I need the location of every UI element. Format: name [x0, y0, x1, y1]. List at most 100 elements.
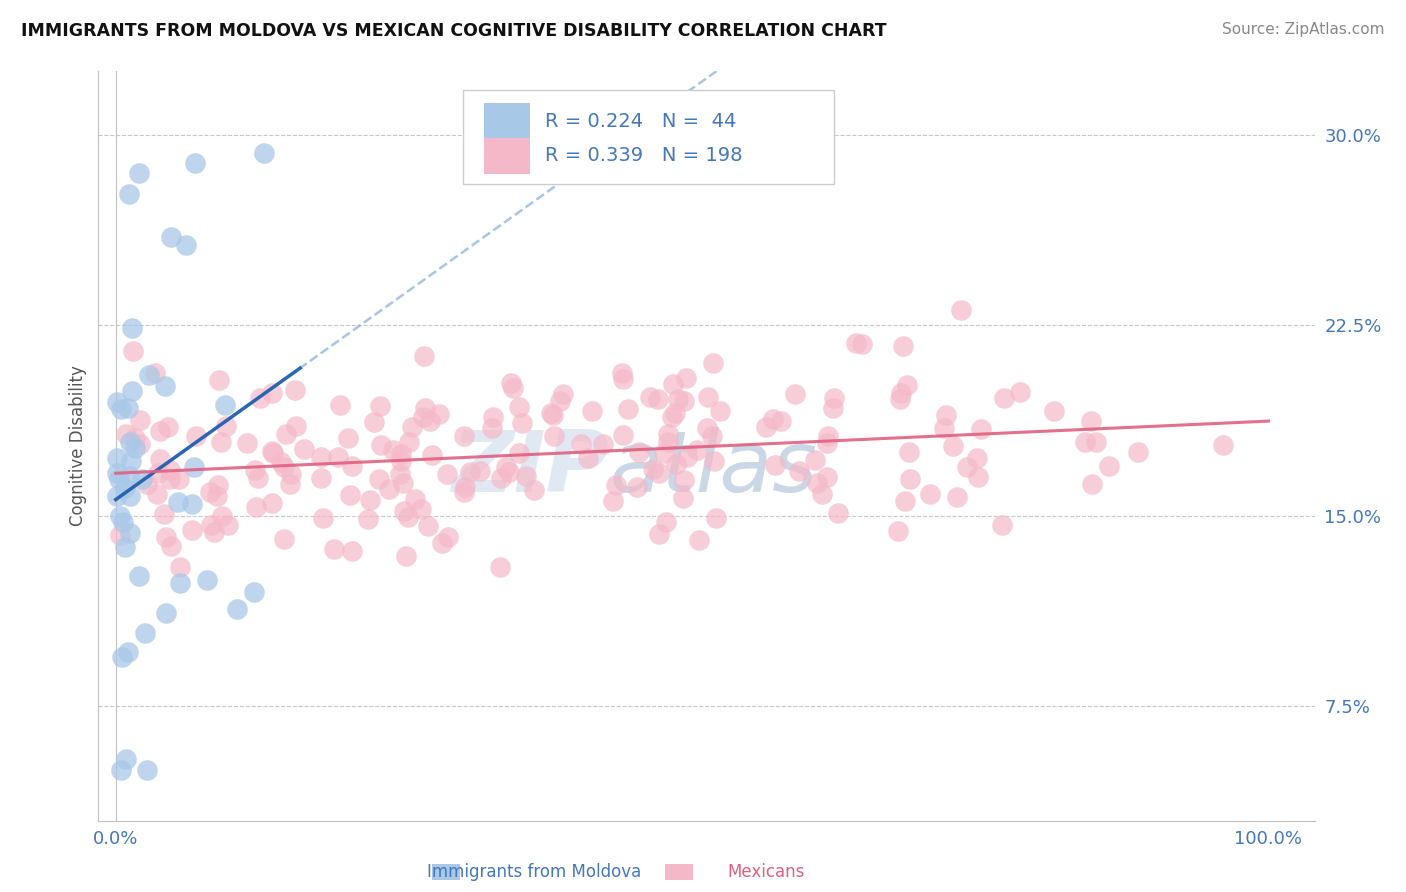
Point: [389, 447, 412, 461]
Point: [110, 402, 132, 417]
Point: [340, 544, 363, 558]
Point: [114, 752, 136, 766]
Point: [273, 459, 295, 474]
Point: [709, 404, 731, 418]
Point: [458, 465, 481, 479]
Point: [128, 569, 150, 583]
Point: [886, 524, 908, 538]
Point: [118, 525, 141, 540]
Point: [270, 455, 292, 469]
Point: [146, 486, 169, 500]
Point: [274, 427, 297, 442]
Point: [416, 519, 439, 533]
Point: [207, 478, 229, 492]
Point: [398, 435, 420, 450]
Point: [211, 509, 233, 524]
Point: [602, 494, 624, 508]
Point: [1008, 385, 1031, 400]
Point: [167, 495, 190, 509]
Point: [1085, 435, 1108, 450]
Point: [131, 472, 153, 486]
Point: [815, 470, 838, 484]
Point: [309, 471, 332, 485]
Point: [665, 457, 688, 471]
Point: [894, 493, 917, 508]
Point: [329, 398, 352, 412]
Point: [453, 429, 475, 443]
Point: [110, 763, 132, 777]
Point: [117, 401, 139, 415]
Point: [124, 441, 146, 455]
Point: [541, 408, 564, 422]
Point: [675, 371, 697, 385]
Point: [121, 343, 143, 358]
Point: [105, 466, 128, 480]
Point: [657, 435, 679, 450]
Point: [763, 458, 786, 472]
Point: [804, 453, 827, 467]
Point: [111, 516, 134, 530]
Point: [489, 471, 512, 485]
Point: [159, 540, 181, 554]
Point: [105, 489, 128, 503]
Point: [138, 368, 160, 383]
Text: Mexicans: Mexicans: [727, 863, 806, 881]
Point: [1043, 404, 1066, 418]
Point: [769, 414, 792, 428]
Point: [214, 398, 236, 412]
Point: [120, 489, 142, 503]
Point: [702, 429, 724, 443]
Point: [284, 383, 307, 397]
Point: [662, 376, 685, 391]
Point: [121, 384, 143, 398]
Text: ZIP: ZIP: [451, 427, 609, 510]
Point: [501, 376, 523, 391]
Point: [243, 585, 266, 599]
Point: [120, 454, 142, 468]
Bar: [484, 138, 530, 174]
Point: [160, 230, 183, 244]
Point: [111, 650, 134, 665]
Point: [661, 410, 683, 425]
Point: [114, 540, 136, 554]
Point: [253, 145, 276, 160]
Point: [184, 155, 207, 169]
Point: [368, 399, 391, 413]
Point: [121, 320, 143, 334]
Point: [432, 536, 454, 550]
Point: [370, 438, 392, 452]
Point: [209, 435, 232, 450]
Point: [889, 385, 911, 400]
Point: [262, 385, 284, 400]
Point: [262, 445, 284, 459]
Point: [612, 372, 634, 386]
Point: [703, 454, 725, 468]
Point: [115, 427, 138, 442]
Point: [357, 512, 380, 526]
Point: [823, 391, 845, 405]
Point: [280, 467, 302, 482]
Point: [108, 528, 131, 542]
Point: [195, 573, 218, 587]
Point: [697, 390, 720, 404]
Point: [664, 406, 686, 420]
Point: [184, 429, 207, 443]
Point: [149, 424, 172, 438]
Point: [394, 504, 416, 518]
Point: [359, 493, 381, 508]
Point: [666, 392, 689, 406]
Point: [454, 480, 477, 494]
Point: [515, 468, 537, 483]
Point: [643, 462, 665, 476]
Point: [626, 480, 648, 494]
Point: [389, 453, 412, 467]
Point: [413, 349, 436, 363]
Point: [815, 436, 838, 450]
Bar: [665, 864, 693, 880]
Point: [969, 422, 991, 436]
Point: [202, 525, 225, 540]
Point: [143, 366, 166, 380]
Point: [498, 465, 520, 479]
Point: [118, 187, 141, 202]
Point: [1098, 458, 1121, 473]
